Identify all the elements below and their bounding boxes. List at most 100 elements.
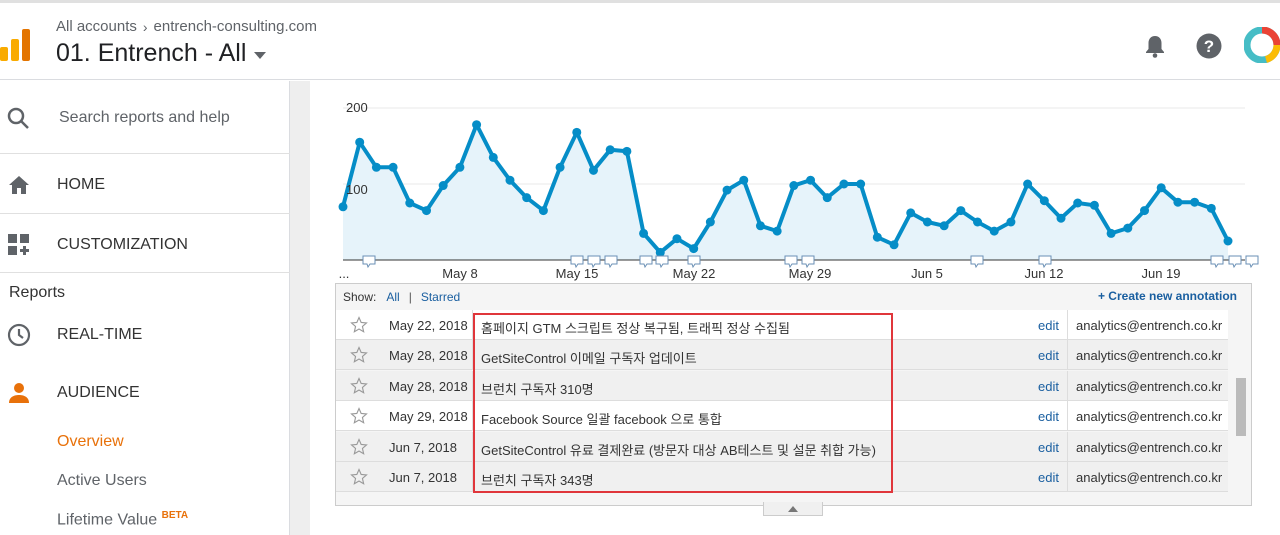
chart-point[interactable] <box>355 137 365 147</box>
chart-point[interactable] <box>421 206 431 216</box>
chart-point[interactable] <box>822 193 832 203</box>
chart-point[interactable] <box>1106 228 1116 238</box>
chart-point[interactable] <box>522 193 532 203</box>
search-reports[interactable]: Search reports and help <box>0 103 290 133</box>
chart-point[interactable] <box>488 152 498 162</box>
chart-point[interactable] <box>889 240 899 250</box>
annotation-marker-icon[interactable] <box>1228 255 1242 269</box>
chart-point[interactable] <box>1190 197 1200 207</box>
chart-point[interactable] <box>906 208 916 218</box>
breadcrumb-root[interactable]: All accounts <box>56 18 137 35</box>
chart-point[interactable] <box>1223 236 1233 246</box>
chart-point[interactable] <box>973 217 983 227</box>
star-icon[interactable] <box>350 316 368 334</box>
chart-point[interactable] <box>1089 200 1099 210</box>
filter-all-link[interactable]: All <box>386 290 400 304</box>
edit-annotation-link[interactable]: edit <box>1038 348 1059 364</box>
annotation-marker-icon[interactable] <box>970 255 984 269</box>
edit-annotation-link[interactable]: edit <box>1038 318 1059 333</box>
chart-point[interactable] <box>555 162 565 172</box>
chart-point[interactable] <box>1056 213 1066 223</box>
chart-point[interactable] <box>572 127 582 137</box>
annotation-row[interactable]: Jun 7, 2018 GetSiteControl 유료 결제완료 (방문자 대… <box>336 431 1228 462</box>
sidebar-subitem-overview[interactable]: Overview <box>57 433 124 450</box>
annotation-marker-icon[interactable] <box>362 255 376 269</box>
breadcrumb-property[interactable]: entrench-consulting.com <box>153 18 317 35</box>
sidebar-item-customization[interactable]: CUSTOMIZATION <box>0 231 290 259</box>
chart-point[interactable] <box>1039 196 1049 206</box>
account-avatar-icon[interactable] <box>1244 27 1280 63</box>
star-icon[interactable] <box>350 407 368 425</box>
chart-point[interactable] <box>622 146 632 156</box>
annotation-marker-icon[interactable] <box>1038 255 1052 269</box>
chart-point[interactable] <box>338 202 348 212</box>
chart-point[interactable] <box>538 206 548 216</box>
breadcrumb[interactable]: All accounts › entrench-consulting.com <box>56 18 317 35</box>
sidebar-item-realtime[interactable]: REAL-TIME <box>0 321 290 349</box>
star-icon[interactable] <box>350 346 368 364</box>
sessions-chart[interactable]: ... May 8 May 15 May 22 May 29 Jun 5 Jun 12 Jun… <box>310 90 1280 290</box>
chart-point[interactable] <box>1123 223 1133 233</box>
annotation-marker-icon[interactable] <box>1210 255 1224 269</box>
collapse-annotations-handle[interactable] <box>763 502 823 516</box>
chart-point[interactable] <box>405 198 415 208</box>
chart-point[interactable] <box>1006 217 1016 227</box>
chart-point[interactable] <box>588 165 598 175</box>
chart-point[interactable] <box>605 145 615 155</box>
annotation-row[interactable]: May 22, 2018 홈페이지 GTM 스크립트 정상 복구됨, 트래픽 정상… <box>336 310 1228 340</box>
annotation-marker-icon[interactable] <box>570 255 584 269</box>
chart-point[interactable] <box>505 175 515 185</box>
chart-point[interactable] <box>806 175 816 185</box>
chart-point[interactable] <box>772 226 782 236</box>
annotation-marker-icon[interactable] <box>604 255 618 269</box>
edit-annotation-link[interactable]: edit <box>1038 409 1059 425</box>
annotation-row[interactable]: May 28, 2018 브런치 구독자 310명 edit analytics@en… <box>336 370 1228 401</box>
sidebar-item-home[interactable]: HOME <box>0 171 290 199</box>
sidebar-subitem-active-users[interactable]: Active Users <box>57 472 147 489</box>
star-icon[interactable] <box>350 376 368 395</box>
chart-point[interactable] <box>789 181 799 191</box>
chart-point[interactable] <box>1023 179 1033 189</box>
chart-point[interactable] <box>455 162 465 172</box>
chart-point[interactable] <box>856 179 866 189</box>
star-icon[interactable] <box>350 437 368 456</box>
create-annotation-link[interactable]: + Create new annotation <box>1097 289 1237 303</box>
chart-point[interactable] <box>755 221 765 231</box>
chart-point[interactable] <box>722 185 732 195</box>
annotation-marker-icon[interactable] <box>639 255 653 269</box>
sidebar-item-audience[interactable]: AUDIENCE <box>0 379 290 407</box>
chart-point[interactable] <box>939 221 949 231</box>
chart-point[interactable] <box>839 179 849 189</box>
chart-point[interactable] <box>472 120 482 130</box>
chart-point[interactable] <box>872 232 882 242</box>
annotation-marker-icon[interactable] <box>687 255 701 269</box>
chart-point[interactable] <box>639 228 649 238</box>
chart-point[interactable] <box>388 162 398 172</box>
chart-point[interactable] <box>1173 197 1183 207</box>
annotation-row[interactable]: May 29, 2018 Facebook Source 일괄 facebook … <box>336 401 1228 432</box>
annotation-marker-icon[interactable] <box>784 255 798 269</box>
sidebar-subitem-lifetime-value[interactable]: Lifetime Value BETA <box>57 510 188 529</box>
scrollbar-thumb[interactable] <box>1236 378 1246 436</box>
annotation-marker-icon[interactable] <box>1245 255 1259 269</box>
annotation-marker-icon[interactable] <box>801 255 815 269</box>
chart-point[interactable] <box>672 234 682 244</box>
chart-point[interactable] <box>655 247 665 257</box>
edit-annotation-link[interactable]: edit <box>1038 378 1059 394</box>
chart-point[interactable] <box>1073 198 1083 208</box>
edit-annotation-link[interactable]: edit <box>1038 439 1059 455</box>
chart-point[interactable] <box>438 181 448 191</box>
annotation-marker-icon[interactable] <box>587 255 601 269</box>
edit-annotation-link[interactable]: edit <box>1038 470 1059 485</box>
annotation-markers[interactable] <box>362 255 1259 269</box>
chart-point[interactable] <box>739 175 749 185</box>
chart-point[interactable] <box>956 206 966 216</box>
help-icon[interactable]: ? <box>1195 32 1223 60</box>
filter-starred-link[interactable]: Starred <box>420 290 461 304</box>
star-icon[interactable] <box>350 468 368 486</box>
chart-point[interactable] <box>371 162 381 172</box>
chart-point[interactable] <box>1140 206 1150 216</box>
view-name[interactable]: 01. Entrench - All <box>56 39 247 67</box>
chart-point[interactable] <box>689 244 699 254</box>
chart-point[interactable] <box>705 217 715 227</box>
